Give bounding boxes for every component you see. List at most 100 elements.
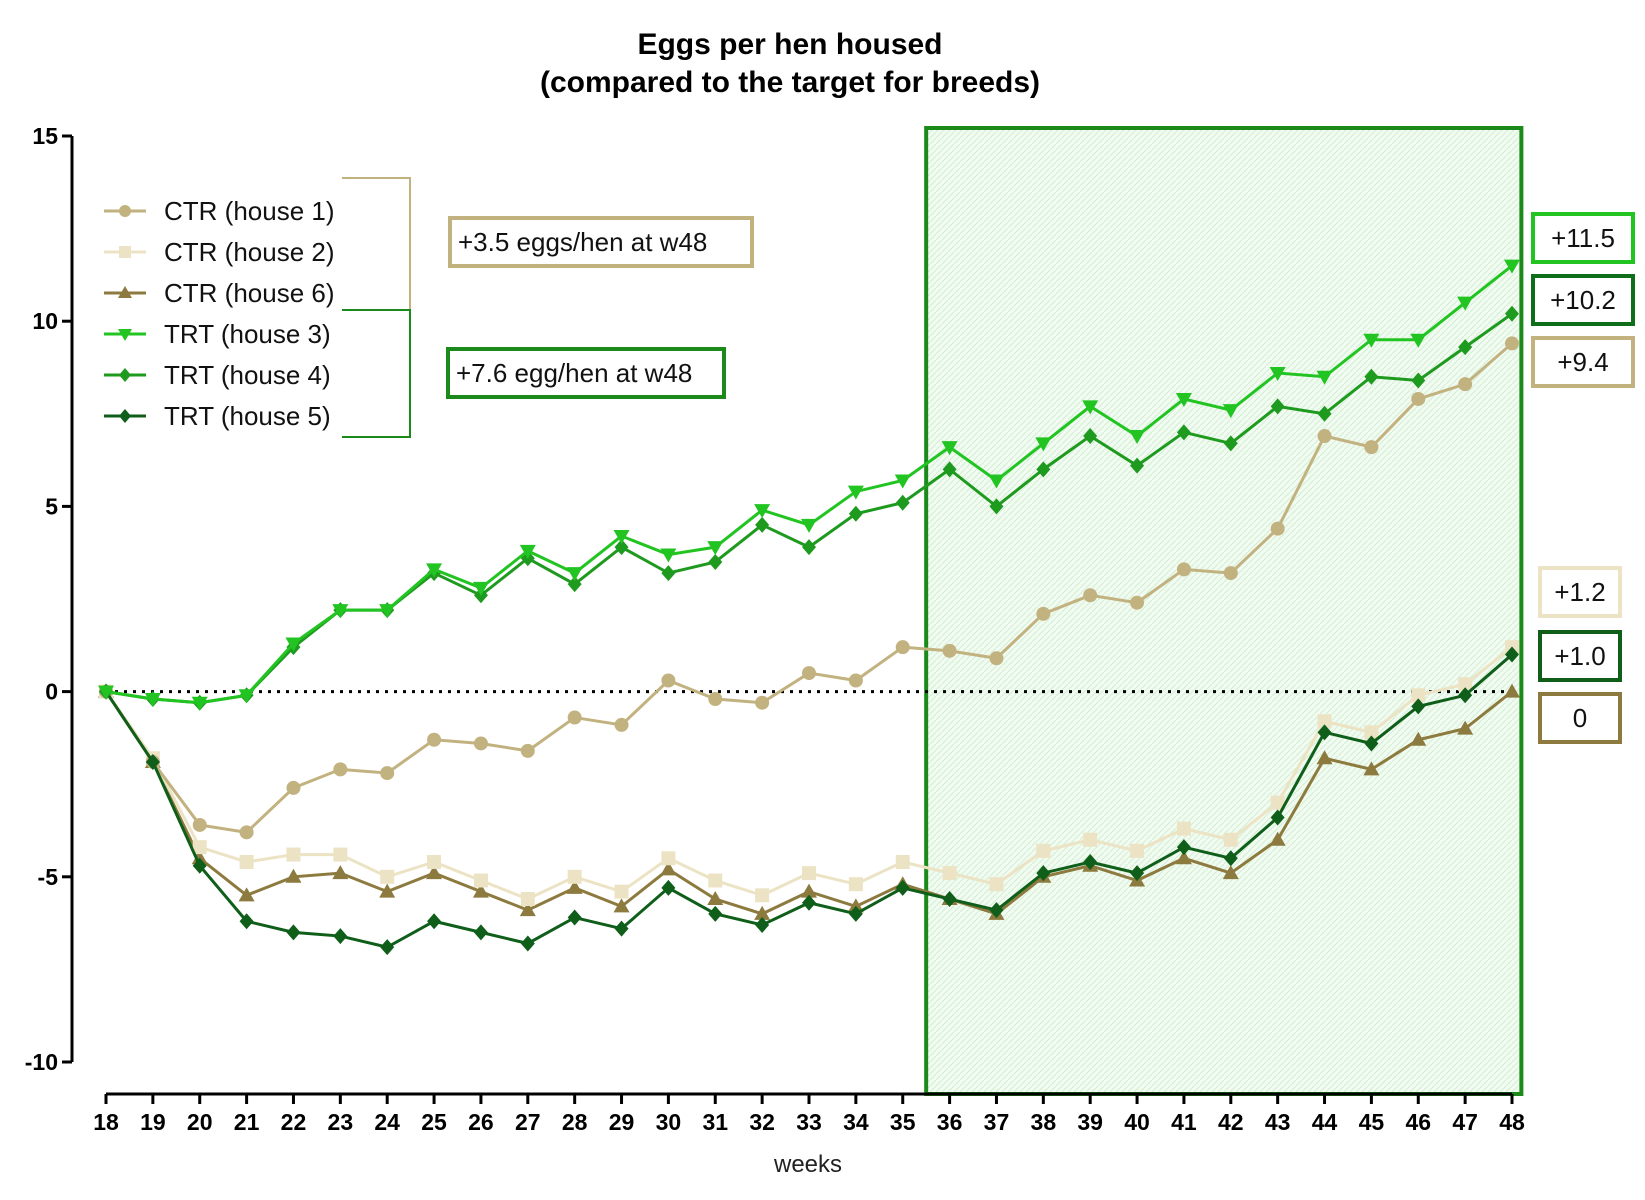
data-point-ctr-house-2 bbox=[427, 854, 442, 869]
data-point-ctr-house-1 bbox=[473, 736, 488, 751]
data-point-trt-house-3 bbox=[988, 474, 1005, 489]
x-tick-label: 27 bbox=[515, 1109, 541, 1135]
data-point-trt-house-4 bbox=[1223, 435, 1238, 452]
data-point-ctr-house-1 bbox=[1270, 521, 1285, 536]
data-point-ctr-house-6 bbox=[847, 898, 864, 913]
x-tick-label: 21 bbox=[234, 1109, 260, 1135]
data-point-ctr-house-1 bbox=[989, 651, 1004, 666]
data-point-ctr-house-1 bbox=[1411, 391, 1426, 406]
data-point-ctr-house-1 bbox=[1130, 595, 1145, 610]
x-tick-label: 42 bbox=[1218, 1109, 1244, 1135]
data-point-trt-house-4 bbox=[708, 553, 723, 570]
data-point-trt-house-5 bbox=[989, 902, 1004, 919]
data-point-trt-house-3 bbox=[426, 563, 443, 578]
data-point-trt-house-3 bbox=[754, 504, 771, 519]
end-label-box-trt3 bbox=[1531, 212, 1635, 264]
end-label-trt5: +1.0 bbox=[1554, 641, 1605, 671]
x-tick-label: 39 bbox=[1077, 1109, 1103, 1135]
series-ctr-house-1 bbox=[99, 336, 1519, 840]
x-tick-label: 38 bbox=[1031, 1109, 1057, 1135]
x-tick-label: 23 bbox=[328, 1109, 354, 1135]
data-point-ctr-house-1 bbox=[333, 762, 348, 777]
y-tick-label: 5 bbox=[45, 493, 58, 519]
y-tick-label: 0 bbox=[45, 679, 58, 705]
data-point-ctr-house-6 bbox=[1363, 761, 1380, 776]
data-point-ctr-house-2 bbox=[380, 869, 395, 884]
data-point-trt-house-4 bbox=[614, 539, 629, 556]
x-tick-label: 32 bbox=[749, 1109, 775, 1135]
data-point-trt-house-4 bbox=[1083, 428, 1098, 445]
data-point-trt-house-4 bbox=[1317, 405, 1332, 422]
data-point-ctr-house-6 bbox=[1410, 731, 1427, 746]
data-point-trt-house-4 bbox=[1364, 368, 1379, 385]
data-point-trt-house-3 bbox=[566, 567, 583, 582]
data-point-trt-house-4 bbox=[1458, 339, 1473, 356]
data-point-trt-house-4 bbox=[1176, 424, 1191, 441]
data-point-ctr-house-2 bbox=[989, 877, 1004, 892]
x-axis-label: weeks bbox=[773, 1151, 842, 1178]
legend-label-ctr-house-1: CTR (house 1) bbox=[164, 196, 335, 226]
data-point-trt-house-3 bbox=[1457, 296, 1474, 311]
legend-label-ctr-house-2: CTR (house 2) bbox=[164, 237, 335, 267]
end-label-ctr6: 0 bbox=[1573, 703, 1587, 733]
data-point-ctr-house-2 bbox=[286, 847, 301, 862]
data-point-ctr-house-2 bbox=[1223, 832, 1238, 847]
data-point-ctr-house-1 bbox=[895, 640, 910, 655]
data-point-trt-house-3 bbox=[894, 474, 911, 489]
data-point-trt-house-3 bbox=[144, 693, 161, 708]
data-point-trt-house-4 bbox=[755, 516, 770, 533]
data-point-ctr-house-2 bbox=[1176, 821, 1191, 836]
data-point-trt-house-4 bbox=[1505, 305, 1519, 322]
data-point-trt-house-3 bbox=[660, 548, 677, 563]
data-point-trt-house-5 bbox=[1036, 865, 1051, 882]
data-point-ctr-house-2 bbox=[614, 884, 629, 899]
data-point-trt-house-5 bbox=[239, 913, 254, 930]
data-point-trt-house-3 bbox=[238, 689, 255, 704]
data-point-ctr-house-6 bbox=[238, 887, 255, 902]
end-label-box-ctr2 bbox=[1538, 566, 1622, 618]
legend-label-trt-house-3: TRT (house 3) bbox=[164, 319, 331, 349]
data-point-ctr-house-2 bbox=[1411, 688, 1426, 703]
data-point-trt-house-3 bbox=[941, 441, 958, 456]
legend-label-trt-house-5: TRT (house 5) bbox=[164, 401, 331, 431]
data-point-trt-house-5 bbox=[192, 857, 207, 874]
y-tick-label: -10 bbox=[25, 1049, 58, 1075]
data-point-trt-house-4 bbox=[1036, 461, 1051, 478]
data-point-trt-house-4 bbox=[895, 494, 910, 511]
data-point-ctr-house-6 bbox=[1504, 683, 1520, 698]
data-point-ctr-house-1 bbox=[1223, 566, 1238, 581]
y-tick-label: 15 bbox=[32, 123, 58, 149]
data-point-ctr-house-6 bbox=[379, 883, 396, 898]
data-point-ctr-house-1 bbox=[1364, 440, 1379, 455]
data-point-trt-house-3 bbox=[613, 530, 630, 545]
data-point-ctr-house-1 bbox=[848, 673, 863, 688]
data-point-trt-house-5 bbox=[1083, 853, 1098, 870]
data-point-ctr-house-1 bbox=[427, 732, 442, 747]
data-point-trt-house-5 bbox=[942, 891, 957, 908]
data-point-trt-house-3 bbox=[1363, 333, 1380, 348]
data-point-ctr-house-2 bbox=[1270, 795, 1285, 810]
ctr-bracket bbox=[342, 177, 411, 311]
data-point-trt-house-3 bbox=[1504, 259, 1520, 274]
data-point-ctr-house-1 bbox=[520, 743, 535, 758]
data-point-ctr-house-2 bbox=[192, 840, 207, 855]
data-point-trt-house-4 bbox=[1130, 457, 1145, 474]
data-point-trt-house-3 bbox=[98, 685, 114, 700]
x-tick-label: 25 bbox=[421, 1109, 447, 1135]
data-point-trt-house-5 bbox=[661, 879, 676, 896]
data-point-ctr-house-1 bbox=[1176, 562, 1191, 577]
data-point-trt-house-3 bbox=[1175, 392, 1192, 407]
data-point-ctr-house-1 bbox=[1083, 588, 1098, 603]
data-point-ctr-house-6 bbox=[1457, 720, 1474, 735]
data-point-trt-house-3 bbox=[191, 696, 208, 711]
x-tick-label: 40 bbox=[1124, 1109, 1150, 1135]
data-point-ctr-house-6 bbox=[191, 850, 208, 865]
data-point-trt-house-5 bbox=[895, 879, 910, 896]
x-tick-label: 28 bbox=[562, 1109, 588, 1135]
data-point-ctr-house-1 bbox=[192, 817, 207, 832]
x-tick-label: 20 bbox=[187, 1109, 213, 1135]
x-tick-label: 34 bbox=[843, 1109, 869, 1135]
data-point-ctr-house-1 bbox=[802, 666, 816, 681]
data-point-ctr-house-6 bbox=[472, 883, 489, 898]
